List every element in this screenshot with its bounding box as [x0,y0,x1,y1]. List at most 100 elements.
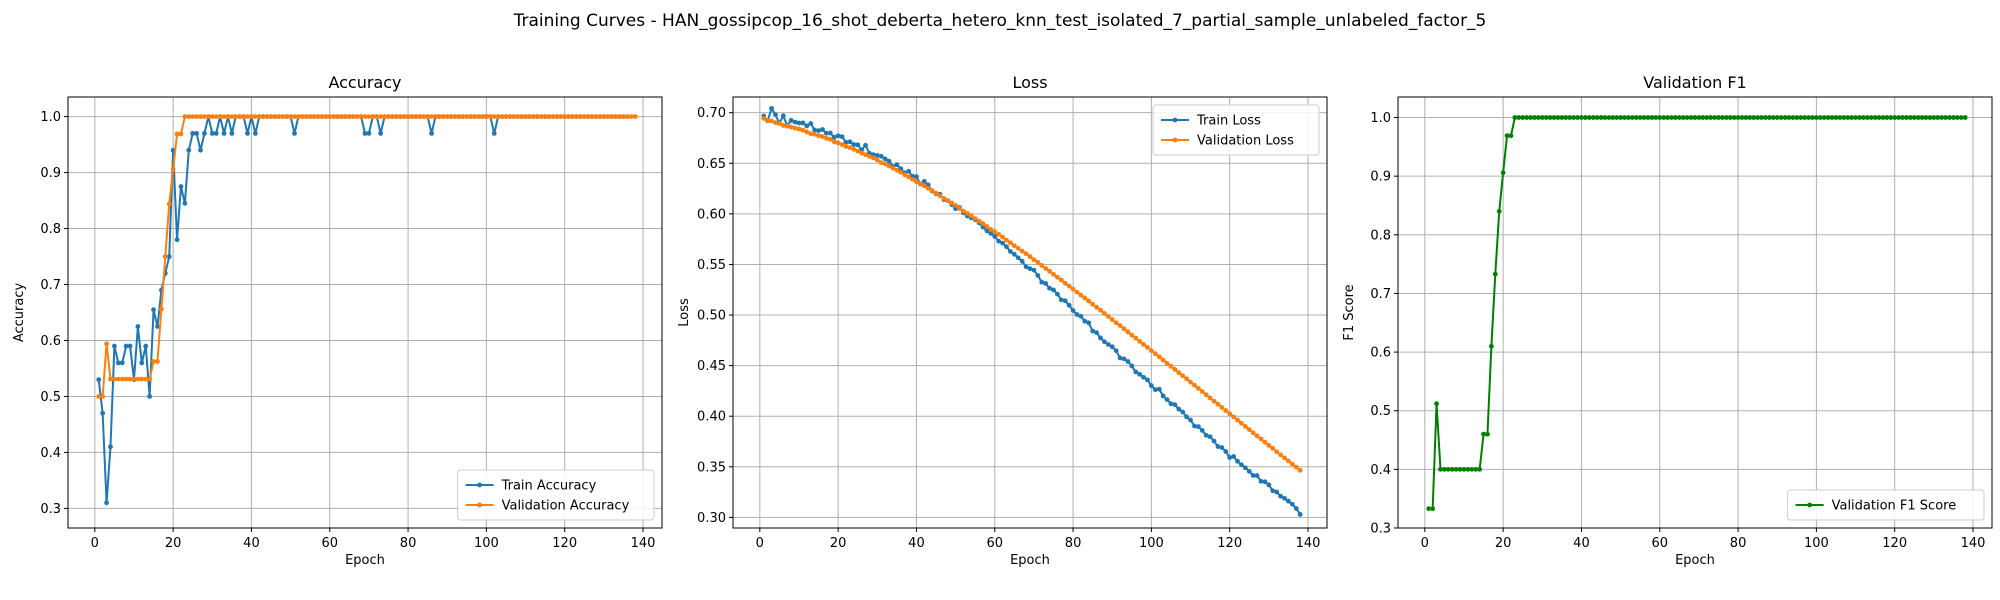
data-point-train-loss [1078,313,1084,319]
data-point-validation-f1-score [1747,115,1753,120]
loss-x-tick-label: 120 [1217,536,1242,551]
data-point-train-loss [1195,424,1201,430]
series-markers-validation-accuracy [96,114,638,399]
data-point-train-loss [898,166,904,172]
data-point-validation-loss [1105,314,1111,319]
data-point-validation-accuracy [245,114,250,119]
data-point-validation-f1-score [1473,466,1479,472]
data-point-train-loss [878,153,884,159]
data-point-validation-accuracy [487,114,493,119]
validation-f1-x-tick-label: 140 [1961,536,1986,551]
data-point-validation-loss [937,193,943,199]
data-point-train-accuracy [178,184,184,189]
validation-f1-x-axis-label: Epoch [1675,553,1715,568]
panel-loss: 0 20 40 60 80 100 120 140 0.30 0.35 0.40 0.45 0.50 0.… [677,73,1328,568]
data-point-train-loss [1043,281,1049,286]
data-point-validation-loss [1031,257,1037,263]
data-point-validation-accuracy [135,376,141,382]
data-point-train-loss [874,152,880,158]
data-point-validation-loss [827,136,833,142]
data-point-validation-loss [890,165,896,171]
data-point-validation-accuracy [319,114,325,119]
data-point-train-loss [1047,285,1052,291]
data-point-validation-accuracy [272,114,278,119]
data-point-validation-accuracy [464,114,470,119]
data-point-validation-loss [855,148,861,154]
data-point-validation-loss [1141,341,1146,347]
data-point-validation-f1-score [1860,115,1866,120]
data-point-validation-accuracy [472,114,478,119]
data-point-validation-loss [1203,392,1209,398]
accuracy-y-tick-label: 0.9 [40,166,61,181]
data-point-validation-accuracy [276,114,282,119]
data-point-train-loss [1062,298,1068,304]
data-point-validation-accuracy [550,114,556,119]
data-point-validation-accuracy [362,114,368,119]
data-point-validation-f1-score [1810,115,1815,120]
data-point-validation-f1-score [1962,115,1968,120]
data-point-train-loss [1211,438,1217,444]
data-point-validation-f1-score [1461,466,1467,472]
data-point-validation-f1-score [1954,115,1960,120]
data-point-validation-f1-score [1500,170,1506,176]
legend-label-train-loss: Train Loss [1196,114,1261,129]
data-point-validation-accuracy [558,114,564,119]
data-point-validation-accuracy [292,114,297,119]
data-point-validation-loss [988,227,994,232]
data-point-validation-accuracy [417,114,423,119]
loss-title: Loss [1012,73,1047,92]
data-point-validation-f1-score [1739,115,1745,120]
data-point-validation-f1-score [1806,115,1811,120]
data-point-train-loss [1286,498,1291,504]
data-point-validation-f1-score [1610,115,1616,120]
data-point-validation-f1-score [1915,115,1921,120]
data-point-train-accuracy [213,130,219,136]
data-point-train-accuracy [143,343,149,349]
data-point-train-loss [882,156,888,162]
data-point-validation-f1-score [1645,115,1651,120]
data-point-train-accuracy [221,130,227,136]
data-point-validation-f1-score [1864,115,1870,120]
data-point-validation-accuracy [566,114,572,119]
data-point-validation-loss [1184,376,1190,382]
data-point-validation-f1-score [1821,115,1827,120]
data-point-validation-accuracy [562,114,568,119]
loss-x-axis-label: Epoch [1010,553,1050,568]
data-point-train-loss [1145,377,1150,383]
data-point-validation-f1-score [1892,115,1898,120]
data-point-validation-accuracy [507,114,513,119]
data-point-validation-accuracy [409,114,415,119]
data-point-train-accuracy [96,377,102,383]
data-point-validation-loss [859,150,865,156]
data-point-validation-loss [945,198,951,204]
data-point-validation-accuracy [421,114,427,119]
data-point-validation-loss [980,221,986,227]
data-point-train-accuracy [366,130,372,136]
data-point-validation-loss [1160,357,1166,363]
data-point-validation-accuracy [448,114,454,119]
data-point-train-loss [1239,462,1244,468]
validation-f1-x-tick-label: 40 [1573,536,1590,551]
legend-label-train-accuracy: Train Accuracy [501,479,597,494]
data-point-validation-loss [1188,379,1193,385]
data-point-train-loss [1270,488,1276,494]
data-point-validation-loss [1215,401,1221,407]
data-point-validation-loss [796,126,802,132]
data-point-train-loss [780,113,786,119]
data-point-train-loss [800,120,806,126]
data-point-validation-accuracy [585,114,591,119]
data-point-train-loss [1117,355,1123,361]
data-point-train-loss [1246,468,1252,474]
data-point-validation-f1-score [1731,115,1737,120]
data-point-validation-loss [1086,298,1092,304]
data-point-train-loss [1086,320,1092,326]
validation-f1-x-tick-label: 120 [1882,536,1907,551]
data-point-validation-f1-score [1598,115,1604,120]
data-point-validation-accuracy [491,114,497,119]
data-point-train-loss [914,174,919,180]
data-point-train-loss [1090,328,1096,334]
data-point-validation-accuracy [483,114,489,119]
data-point-train-loss [1180,409,1186,415]
legend-marker-train-loss [1172,117,1178,123]
data-point-validation-accuracy [335,114,340,119]
